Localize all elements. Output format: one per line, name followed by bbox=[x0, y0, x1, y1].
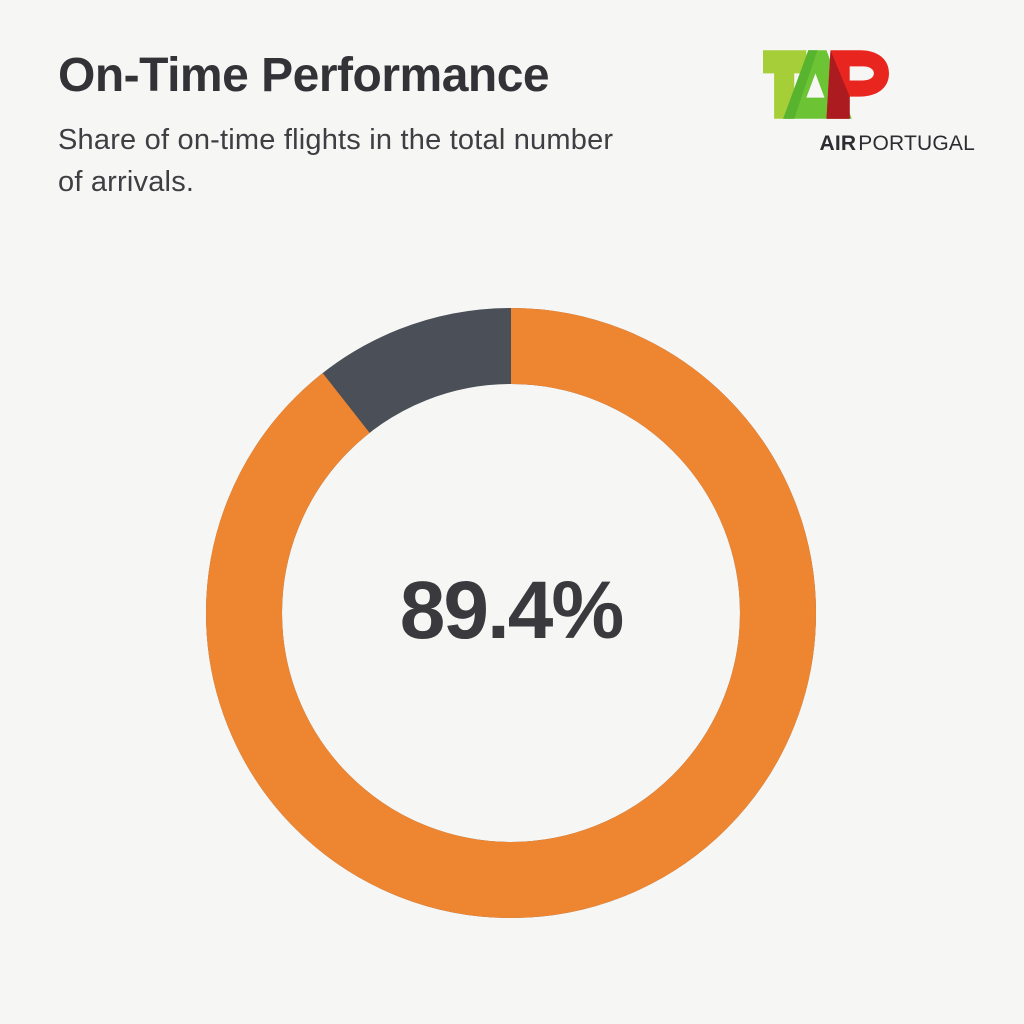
header: On-Time Performance Share of on-time fli… bbox=[58, 48, 638, 203]
tap-logo-icon bbox=[763, 50, 889, 119]
page-title: On-Time Performance bbox=[58, 49, 550, 102]
tap-logo-wordmark: AIRPORTUGAL bbox=[819, 132, 975, 156]
tap-letter-p-counter bbox=[849, 66, 874, 81]
wordmark-portugal: PORTUGAL bbox=[858, 132, 975, 155]
tap-letter-t bbox=[763, 50, 807, 119]
donut-chart: 89.4% bbox=[205, 307, 817, 919]
donut-center-value: 89.4% bbox=[399, 565, 625, 657]
tap-letter-a-fold bbox=[783, 50, 818, 119]
donut-ontime-arc bbox=[206, 308, 816, 918]
donut-svg bbox=[206, 308, 816, 918]
tap-letter-p-fold bbox=[826, 50, 850, 119]
tap-logo: AIRPORTUGAL bbox=[763, 45, 975, 156]
wordmark-air: AIR bbox=[819, 132, 857, 155]
page-subtitle: Share of on-time flights in the total nu… bbox=[58, 124, 614, 199]
